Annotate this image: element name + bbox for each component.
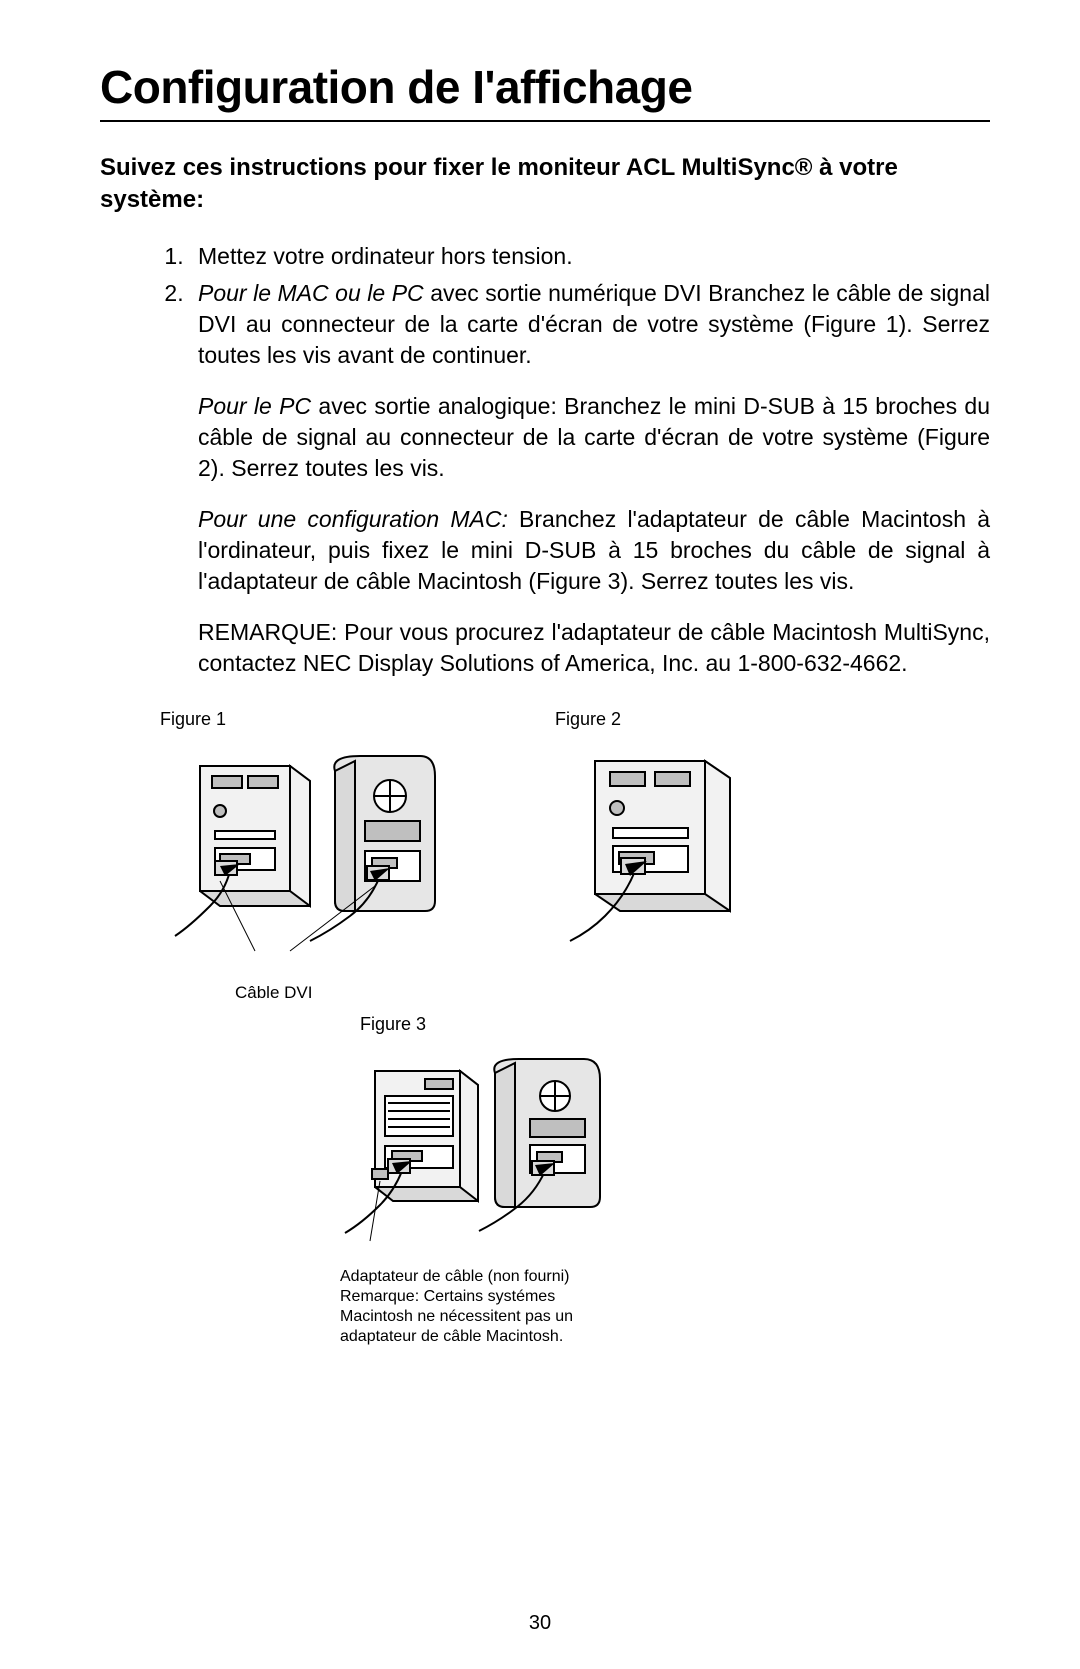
figure-1-label: Figure 1 xyxy=(160,709,480,730)
figure-1-svg xyxy=(160,736,480,976)
step-2-mac-lead: Pour une configuration MAC: xyxy=(198,506,508,532)
figure-3-svg xyxy=(330,1041,670,1261)
page-number: 30 xyxy=(0,1612,1080,1635)
step-2-para-mac: Pour une configuration MAC: Branchez l'a… xyxy=(198,504,990,597)
figure-1-caption: Câble DVI xyxy=(235,982,480,1003)
page-title: Configuration de I'affichage xyxy=(100,60,990,114)
title-rule xyxy=(100,120,990,122)
step-1: Mettez votre ordinateur hors tension. xyxy=(190,241,990,272)
step-2-para-pc: Pour le PC avec sortie analogique: Branc… xyxy=(198,391,990,484)
step-1-text: Mettez votre ordinateur hors tension. xyxy=(198,243,573,269)
step-2-pc-rest: avec sortie analogique: Branchez le mini… xyxy=(198,393,990,481)
figure-2: Figure 2 xyxy=(555,709,775,966)
figure-2-label: Figure 2 xyxy=(555,709,775,730)
step-2-note: REMARQUE: Pour vous procurez l'adaptateu… xyxy=(198,617,990,679)
figure-2-svg xyxy=(555,736,775,966)
document-page: Configuration de I'affichage Suivez ces … xyxy=(0,0,1080,1669)
figures-area: Figure 1 xyxy=(100,709,990,1409)
step-2-lead: Pour le MAC ou le PC xyxy=(198,280,424,306)
figure-3: Figure 3 xyxy=(330,1014,670,1347)
steps-list: Mettez votre ordinateur hors tension. Po… xyxy=(160,241,990,680)
figure-3-label: Figure 3 xyxy=(360,1014,670,1035)
step-2-pc-lead: Pour le PC xyxy=(198,393,311,419)
step-2: Pour le MAC ou le PC avec sortie numériq… xyxy=(190,278,990,680)
figure-1: Figure 1 xyxy=(160,709,480,1003)
figure-3-caption: Adaptateur de câble (non fourni) Remarqu… xyxy=(340,1267,600,1347)
intro-text: Suivez ces instructions pour fixer le mo… xyxy=(100,152,990,217)
